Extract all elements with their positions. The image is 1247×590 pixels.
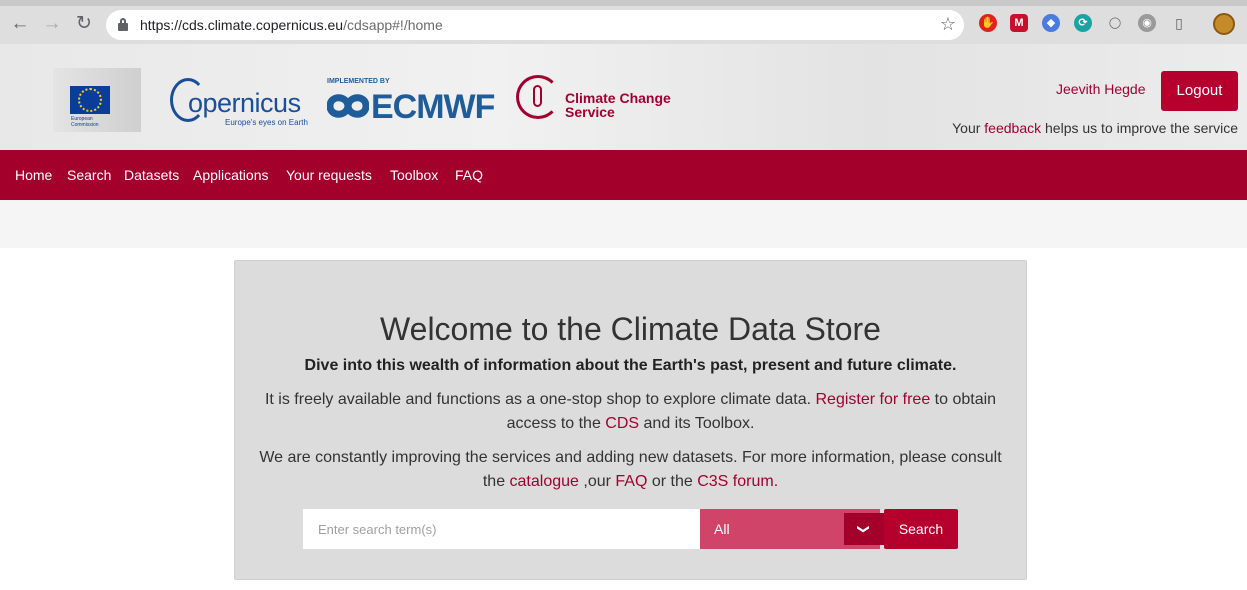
chevron-down-icon[interactable]: ❯ — [844, 513, 884, 545]
extension-red-hand-icon[interactable]: ✋ — [979, 14, 997, 32]
eu-logo-text: European Commission — [71, 116, 99, 128]
logout-button[interactable]: Logout — [1161, 71, 1238, 111]
browser-toolbar: ← → ↻ https://cds.climate.copernicus.eu/… — [0, 0, 1247, 50]
search-input[interactable] — [303, 509, 700, 549]
european-commission-logo[interactable]: European Commission — [53, 68, 141, 132]
c3s-ring-icon — [516, 75, 560, 119]
copernicus-tagline: Europe's eyes on Earth — [225, 118, 308, 127]
nav-applications[interactable]: Applications — [193, 167, 269, 183]
back-arrow-icon[interactable]: ← — [10, 13, 30, 34]
main-navigation: Home Search Datasets Applications Your r… — [0, 150, 1247, 200]
site-header: European Commission opernicus Europe's e… — [0, 44, 1247, 150]
lock-icon — [118, 18, 128, 31]
welcome-paragraph-1: It is freely available and functions as … — [264, 391, 997, 432]
nav-search[interactable]: Search — [67, 167, 112, 183]
ecmwf-implemented-by: IMPLEMENTED BY — [327, 78, 390, 85]
address-bar[interactable]: https://cds.climate.copernicus.eu/cdsapp… — [106, 10, 964, 40]
ecmwf-wordmark: ECMWF — [371, 88, 495, 126]
search-button[interactable]: Search — [884, 509, 958, 549]
welcome-lead: Dive into this wealth of information abo… — [304, 357, 957, 374]
copernicus-wordmark: opernicus — [188, 88, 301, 118]
reload-icon[interactable]: ↻ — [76, 13, 92, 34]
welcome-paragraph-2: We are constantly improving the services… — [259, 449, 1002, 490]
c3s-wordmark: Climate Change Service — [565, 90, 671, 120]
profile-avatar[interactable] — [1213, 13, 1235, 35]
copernicus-c-icon — [170, 78, 206, 122]
nav-home[interactable]: Home — [15, 167, 53, 183]
faq-link[interactable]: FAQ — [615, 473, 648, 490]
welcome-title: Welcome to the Climate Data Store — [380, 311, 881, 347]
extension-gray-icon[interactable]: ◉ — [1138, 14, 1156, 32]
cds-link[interactable]: CDS — [605, 415, 640, 432]
thermometer-icon — [533, 85, 542, 107]
category-select-value: All — [714, 521, 730, 537]
star-icon[interactable]: ☆ — [939, 14, 956, 34]
nav-faq[interactable]: FAQ — [455, 167, 484, 183]
url-text[interactable]: https://cds.climate.copernicus.eu/cdsapp… — [140, 17, 443, 33]
extension-blue-shield-icon[interactable]: ◆ — [1042, 14, 1060, 32]
ecmwf-wave-icon — [327, 94, 369, 118]
extension-page-icon[interactable]: ▯ — [1175, 15, 1183, 31]
category-select[interactable]: All ❯ — [700, 509, 884, 549]
feedback-message: Your feedback helps us to improve the se… — [952, 120, 1238, 136]
c3s-forum-link[interactable]: C3S forum. — [697, 473, 779, 490]
tab-strip — [0, 0, 1247, 6]
extension-teal-circle-icon[interactable]: ⟳ — [1074, 14, 1092, 32]
nav-your-requests[interactable]: Your requests — [286, 167, 372, 183]
feedback-link[interactable]: feedback — [984, 120, 1042, 136]
nav-toolbox[interactable]: Toolbox — [390, 167, 439, 183]
nav-datasets[interactable]: Datasets — [124, 167, 180, 183]
breadcrumb-strip — [0, 200, 1247, 248]
forward-arrow-icon[interactable]: → — [42, 13, 62, 34]
eu-flag-icon — [70, 86, 110, 114]
user-name-link[interactable]: Jeevith Hegde — [1056, 81, 1146, 97]
catalogue-link[interactable]: catalogue — [509, 473, 579, 490]
register-link[interactable]: Register for free — [815, 391, 931, 408]
extension-bulb-icon[interactable]: ◯ — [1108, 17, 1122, 29]
welcome-panel: Welcome to the Climate Data Store Dive i… — [234, 260, 1027, 580]
extension-m-icon[interactable]: M — [1010, 14, 1028, 32]
